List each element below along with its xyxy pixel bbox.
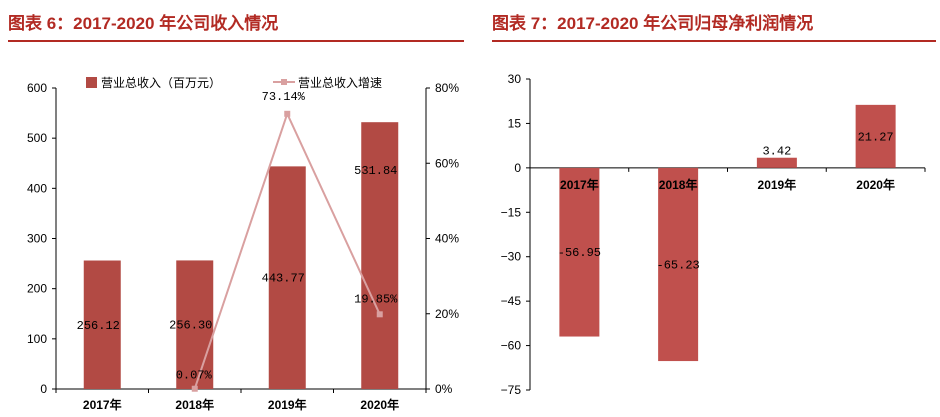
y-tick-label: −75 — [501, 383, 522, 397]
growth-data-label: 0.07% — [176, 369, 213, 383]
x-tick-label: 2017年 — [560, 177, 599, 192]
growth-marker — [284, 110, 291, 117]
right-tick-label: 20% — [435, 307, 459, 321]
chart1-title: 图表 6：2017-2020 年公司收入情况 — [8, 14, 279, 33]
growth-marker — [191, 385, 198, 392]
x-tick-label: 2017年 — [83, 397, 122, 412]
left-tick-label: 0 — [40, 382, 47, 396]
net-profit-data-label: -65.23 — [657, 258, 700, 272]
legend-bar-swatch — [86, 77, 97, 88]
left-tick-label: 400 — [27, 181, 47, 195]
y-tick-label: 0 — [514, 161, 521, 175]
x-tick-label: 2020年 — [360, 397, 399, 412]
revenue-bar — [176, 260, 214, 389]
legend-bar-label: 营业总收入（百万元） — [101, 76, 221, 90]
net-profit-bar — [559, 167, 600, 337]
revenue-data-label: 531.84 — [354, 164, 397, 178]
right-tick-label: 40% — [435, 232, 459, 246]
x-tick-label: 2018年 — [659, 177, 698, 192]
net-profit-bar — [658, 167, 699, 362]
chart1-title-rule — [8, 40, 464, 42]
y-tick-label: −15 — [501, 205, 522, 219]
growth-marker — [376, 311, 383, 318]
x-tick-label: 2019年 — [758, 177, 797, 192]
y-tick-label: −60 — [501, 339, 522, 353]
y-tick-label: −30 — [501, 250, 522, 264]
y-tick-label: 15 — [508, 116, 522, 130]
right-tick-label: 80% — [435, 81, 459, 95]
left-tick-label: 300 — [27, 232, 47, 246]
growth-data-label: 73.14% — [262, 90, 306, 104]
revenue-bar — [83, 260, 121, 389]
net-profit-data-label: 3.42 — [762, 145, 791, 159]
right-tick-label: 0% — [435, 382, 453, 396]
revenue-chart: 0 100 200 300 400 500 600 0% 20% 40% 60% 80% 2017年 20… — [27, 76, 459, 412]
y-tick-label: 30 — [508, 72, 522, 86]
chart2-title-rule — [492, 40, 936, 42]
net-profit-bar — [756, 157, 797, 168]
x-tick-label: 2018年 — [175, 397, 214, 412]
growth-data-label: 19.85% — [354, 292, 398, 306]
left-tick-label: 100 — [27, 332, 47, 346]
left-tick-label: 200 — [27, 282, 47, 296]
net-profit-bar — [855, 104, 896, 168]
revenue-data-label: 443.77 — [262, 272, 305, 286]
left-tick-label: 600 — [27, 81, 47, 95]
net-profit-chart: 30 15 0 −15 −30 −45 −60 −75 2017年 2018年 2019年 2020年… — [501, 72, 926, 397]
revenue-bar — [268, 166, 306, 389]
right-tick-label: 60% — [435, 156, 459, 170]
x-tick-label: 2019年 — [268, 397, 307, 412]
net-profit-data-label: 21.27 — [858, 130, 894, 144]
revenue-bar — [361, 122, 399, 389]
revenue-data-label: 256.30 — [169, 319, 212, 333]
chart2-title: 图表 7：2017-2020 年公司归母净利润情况 — [492, 14, 814, 33]
left-tick-label: 500 — [27, 131, 47, 145]
revenue-data-label: 256.12 — [77, 319, 120, 333]
x-tick-label: 2020年 — [856, 177, 895, 192]
legend-line-label: 营业总收入增速 — [298, 76, 382, 90]
y-tick-label: −45 — [501, 294, 522, 308]
net-profit-data-label: -56.95 — [558, 246, 601, 260]
legend-line-marker — [281, 79, 287, 85]
